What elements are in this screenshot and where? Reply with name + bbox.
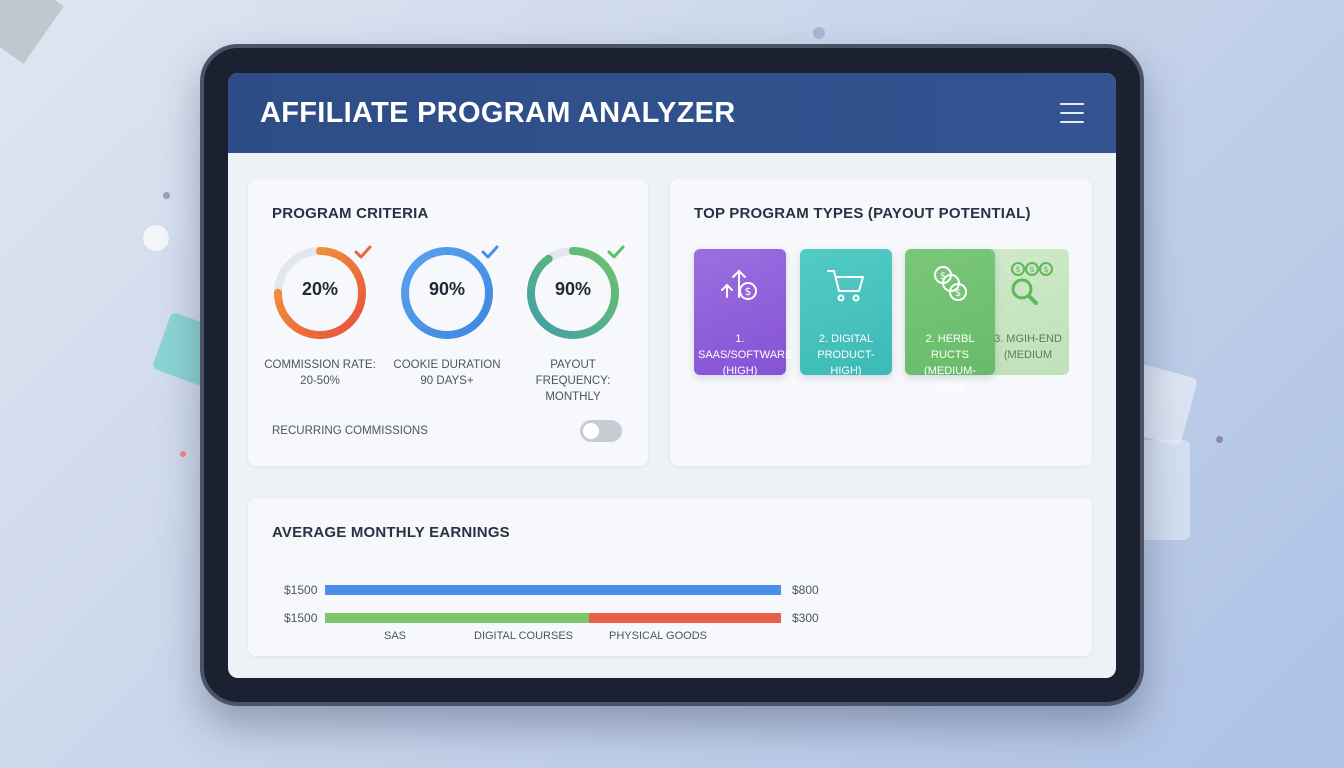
cookie-gauge-ring (401, 245, 499, 339)
bar-left-value: $1500 (284, 611, 318, 625)
bar-right-value: $800 (792, 583, 819, 597)
svg-text:$: $ (745, 285, 752, 298)
dollar-coins-icon: $ $ (905, 249, 995, 311)
earnings-bar-row: $1500 $300 (248, 610, 1092, 628)
type-label: 2. HERBL RUCTS (MEDIUM-HIGH) (924, 333, 976, 393)
bar-left-value: $1500 (284, 583, 318, 597)
svg-text:$: $ (955, 288, 961, 299)
axis-label-digital-courses: DIGITAL COURSES (474, 630, 574, 642)
tablet-frame: AFFILIATE PROGRAM ANALYZER PROGRAM CRITE… (200, 44, 1144, 706)
commission-rate-value: 20% (301, 279, 339, 299)
program-criteria-title: PROGRAM CRITERIA (272, 205, 429, 222)
earnings-bar-segment (325, 613, 590, 623)
earnings-bar-segment (589, 613, 781, 623)
app-header: AFFILIATE PROGRAM ANALYZER (228, 73, 1116, 153)
type-label: 1. SAAS/SOFTWARE (HIGH) (698, 333, 793, 377)
shopping-cart-icon (800, 249, 892, 311)
check-icon (607, 245, 625, 259)
gauge-commission-rate: 20% COMMISSION RATE: 20-50% (260, 243, 380, 389)
commission-gauge-ring (274, 245, 372, 339)
decor-square (0, 0, 64, 64)
average-monthly-earnings-card: AVERAGE MONTHLY EARNINGS $1500 $800 $150… (248, 498, 1092, 656)
decor-dot (813, 27, 825, 39)
top-program-types-card: TOP PROGRAM TYPES (PAYOUT POTENTIAL) $ $ $ (670, 179, 1092, 466)
svg-text:$: $ (1043, 265, 1048, 274)
gauge-cookie-duration: 90% COOKIE DURATION 90 DAYS+ (387, 243, 507, 389)
toggle-knob (583, 423, 599, 439)
earnings-bar-row: $1500 $800 (248, 582, 1092, 600)
payout-frequency-value: 90% (554, 279, 592, 299)
gauge-payout-frequency: 90% PAYOUT FREQUENCY: MONTHLY (513, 243, 633, 405)
payout-frequency-label: PAYOUT FREQUENCY: MONTHLY (535, 359, 611, 403)
check-icon (354, 245, 372, 259)
earnings-bar (325, 585, 781, 595)
recurring-commissions-toggle[interactable] (580, 420, 622, 442)
check-icon (481, 245, 499, 259)
average-monthly-earnings-title: AVERAGE MONTHLY EARNINGS (272, 524, 510, 541)
arrow-up-dollar-icon: $ (694, 249, 786, 311)
cookie-duration-label: COOKIE DURATION 90 DAYS+ (393, 359, 501, 387)
earnings-bar (325, 613, 781, 623)
svg-text:$: $ (940, 271, 946, 282)
bar-right-value: $300 (792, 611, 819, 625)
decor-dot (163, 192, 170, 199)
svg-text:$: $ (1015, 265, 1020, 274)
decor-dot (1216, 436, 1223, 443)
type-tile-high-end[interactable]: $ $ $ 3. MGIH-END (MEDIUM (987, 249, 1069, 375)
app-title: AFFILIATE PROGRAM ANALYZER (260, 96, 736, 129)
cookie-duration-value: 90% (428, 279, 466, 299)
svg-text:$: $ (1029, 265, 1034, 274)
decor-dot (143, 225, 169, 251)
decor-dot (180, 451, 186, 457)
type-tile-digital-product[interactable]: 2. DIGITAL PRODUCT-HIGH) (800, 249, 892, 377)
commission-rate-label: COMMISSION RATE: 20-50% (264, 359, 376, 387)
decor-square (1135, 440, 1190, 540)
hamburger-menu-icon[interactable] (1060, 103, 1084, 123)
magnifier-dollar-icon: $ $ $ (987, 249, 1069, 311)
type-tile-herbal-products[interactable]: $ $ 2. HERBL RUCTS (MEDIUM-HIGH) (905, 249, 995, 393)
recurring-commissions-label: RECURRING COMMISSIONS (272, 425, 428, 437)
top-program-types-title: TOP PROGRAM TYPES (PAYOUT POTENTIAL) (694, 205, 1031, 222)
earnings-bar-segment (325, 585, 781, 595)
axis-label-physical-goods: PHYSICAL GOODS (609, 630, 708, 642)
type-label: 3. MGIH-END (MEDIUM (994, 333, 1062, 361)
axis-label-sas: SAS (384, 630, 407, 642)
type-tile-saas-software[interactable]: $ 1. SAAS/SOFTWARE (HIGH) (694, 249, 792, 377)
app-screen: AFFILIATE PROGRAM ANALYZER PROGRAM CRITE… (228, 73, 1116, 678)
program-criteria-card: PROGRAM CRITERIA 20% COMMISSION RATE (248, 179, 648, 466)
payout-gauge-ring (527, 245, 625, 339)
type-label: 2. DIGITAL PRODUCT-HIGH) (817, 333, 875, 377)
